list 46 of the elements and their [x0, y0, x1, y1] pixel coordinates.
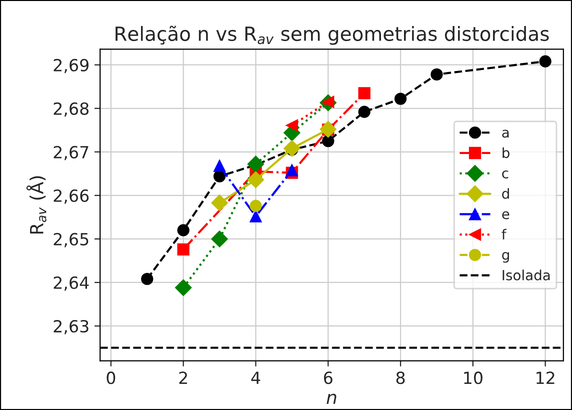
y-tick-label: 2,64 — [54, 276, 89, 291]
legend-label: d — [502, 188, 509, 199]
y-tick-label: 2,65 — [54, 232, 88, 248]
y-tick-label: 2,68 — [54, 102, 89, 117]
point — [250, 200, 262, 212]
legend-label: b — [502, 147, 510, 158]
point — [286, 119, 298, 132]
y-tick-label: 2,63 — [54, 320, 88, 334]
point — [286, 164, 298, 176]
point — [177, 224, 190, 236]
point — [211, 230, 228, 248]
point — [358, 87, 370, 100]
legend-label: f — [502, 228, 507, 240]
y-tick-label: 2,66 — [54, 189, 89, 204]
x-tick-label: 6 — [324, 372, 332, 384]
x-tick-label: 2 — [179, 372, 187, 384]
legend-label: c — [502, 170, 508, 178]
point — [177, 243, 190, 256]
point — [322, 134, 334, 148]
point — [211, 194, 228, 212]
legend-label: a — [502, 130, 509, 138]
point — [174, 279, 192, 296]
y-tick-label: 2,69 — [54, 58, 89, 74]
point — [320, 120, 337, 138]
point — [141, 272, 154, 286]
x-tick-label: 12 — [536, 372, 554, 384]
x-axis-title: n — [326, 394, 336, 404]
point — [394, 92, 407, 105]
x-tick-label: 8 — [396, 372, 405, 384]
x-tick-label: 10 — [464, 372, 482, 384]
point — [539, 55, 552, 68]
point — [430, 68, 443, 81]
chart-title: Relação n vs R$_{av}$ sem geometrias distorcidas — [116, 26, 549, 45]
x-tick-label: 4 — [251, 372, 260, 384]
legend-label: Isolada — [502, 270, 550, 280]
point — [284, 140, 300, 157]
point — [247, 171, 264, 188]
point — [250, 210, 262, 222]
point — [213, 160, 226, 172]
y-axis-title: R$_{av}$ (Å) — [26, 176, 46, 234]
legend-label: g — [502, 252, 509, 263]
y-tick-label: 2,67 — [54, 146, 88, 160]
point — [247, 156, 264, 172]
x-tick-label: 0 — [106, 372, 116, 384]
legend-label: e — [502, 211, 510, 220]
point — [358, 106, 370, 118]
